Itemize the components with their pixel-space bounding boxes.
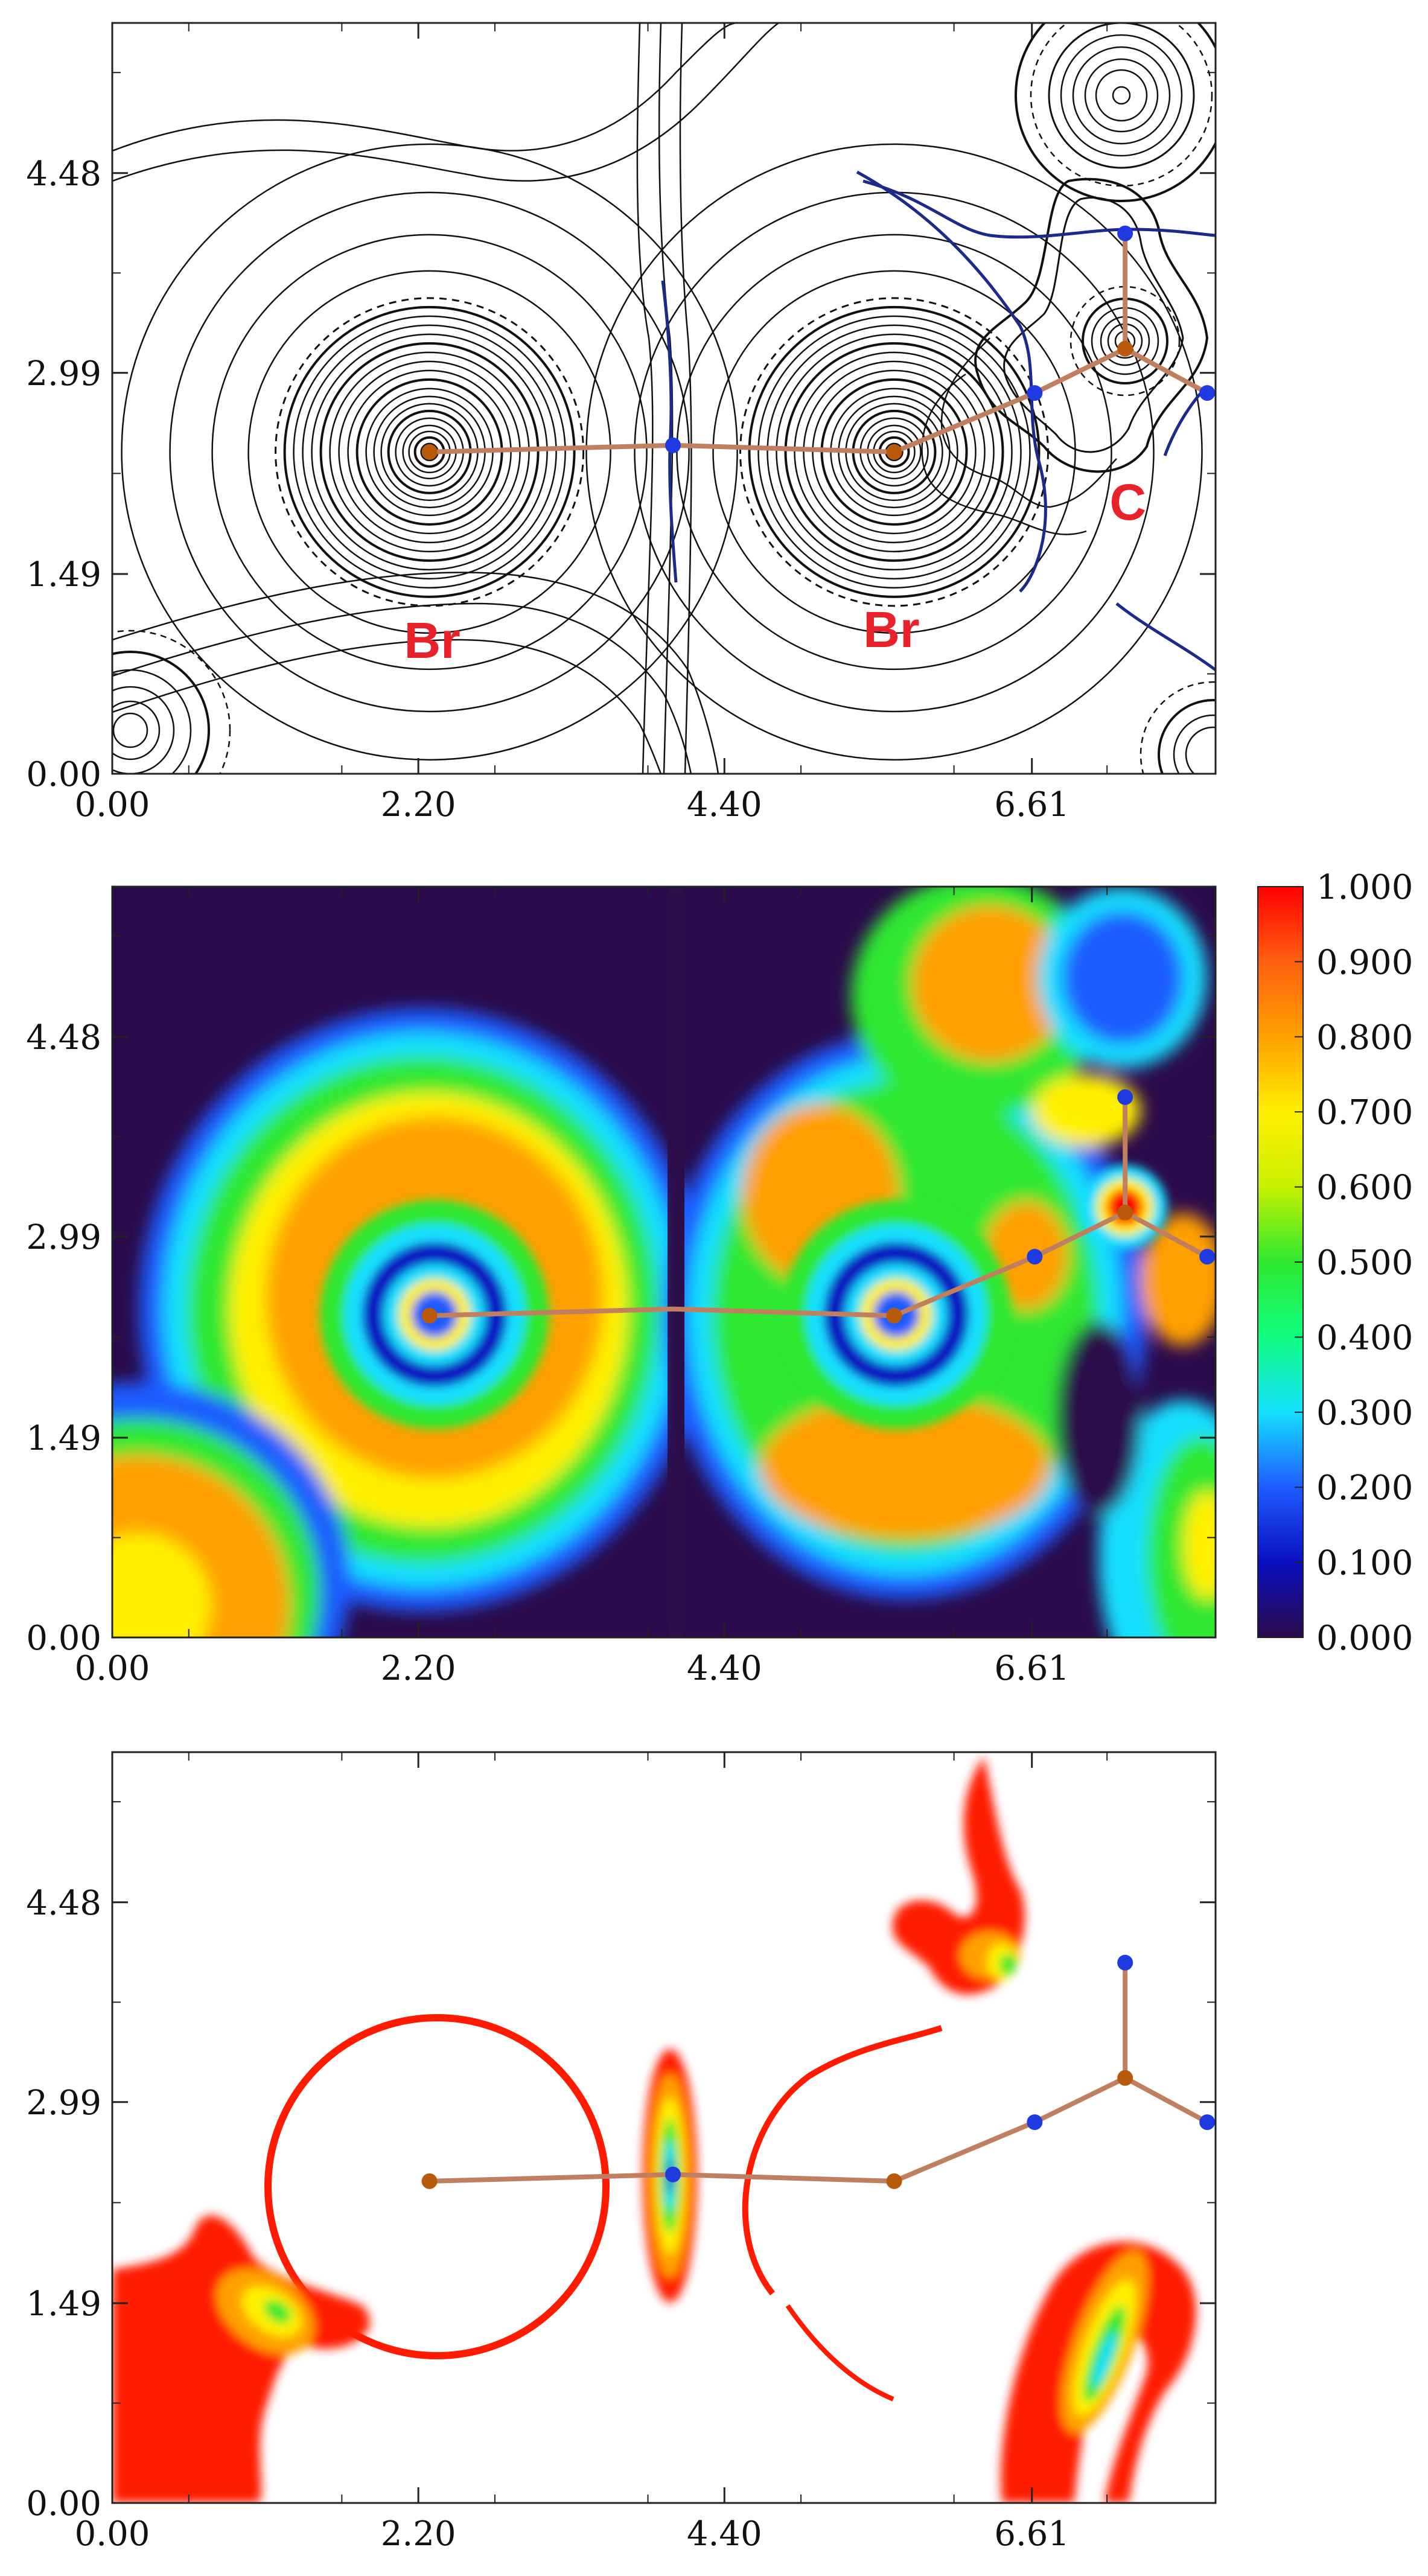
x-tick-label: 0.00 bbox=[75, 785, 150, 824]
contour-line bbox=[319, 342, 540, 562]
colorbar-tick-label: 0.900 bbox=[1316, 943, 1413, 982]
contour-line bbox=[748, 305, 1041, 598]
bond-critical-point bbox=[1027, 1249, 1043, 1265]
contour-line bbox=[211, 234, 648, 671]
contour-line bbox=[803, 360, 986, 544]
bond-critical-point bbox=[1117, 1954, 1133, 1971]
nucleus-marker bbox=[1117, 340, 1133, 357]
nucleus-marker bbox=[886, 1307, 902, 1324]
contour-line bbox=[311, 333, 548, 571]
colorbar-tick-label: 0.400 bbox=[1316, 1318, 1413, 1357]
contour-line bbox=[757, 315, 1031, 589]
colorbar-tick-label: 1.000 bbox=[1316, 868, 1413, 907]
plot-frame bbox=[111, 1751, 1217, 2504]
colorbar-tick-label: 0.700 bbox=[1316, 1093, 1413, 1132]
bond-path bbox=[1123, 346, 1210, 396]
contour-line bbox=[247, 270, 611, 634]
atom-label-br: Br bbox=[863, 601, 919, 658]
y-tick-label: 0.00 bbox=[26, 1619, 101, 1658]
x-tick-label: 0.00 bbox=[75, 2514, 150, 2554]
colorbar-tick-label: 0.200 bbox=[1316, 1468, 1413, 1508]
contour-line bbox=[812, 369, 977, 535]
contour-line bbox=[784, 342, 1004, 562]
nucleus-marker bbox=[421, 2173, 438, 2189]
y-tick-label: 0.00 bbox=[26, 755, 101, 794]
heatmap-panel: 0.00 2.20 4.40 6.610.001.492.994.48 0.0000.… bbox=[26, 868, 1413, 1688]
colorbar-tick-label: 0.000 bbox=[1316, 1619, 1413, 1658]
nucleus-marker bbox=[886, 444, 902, 460]
contour-line bbox=[121, 143, 738, 761]
y-tick-label: 2.99 bbox=[26, 1218, 101, 1257]
bond-critical-point bbox=[1199, 1249, 1216, 1265]
x-tick-label: 0.00 bbox=[75, 1649, 150, 1688]
contour-line bbox=[338, 360, 521, 544]
y-tick-label: 1.49 bbox=[26, 2284, 101, 2324]
nucleus-marker bbox=[421, 444, 438, 460]
colorbar: 0.000 0.100 0.200 0.300 0.400 0.500 0.600 0.700… bbox=[1257, 868, 1413, 1658]
bond-critical-point bbox=[665, 437, 681, 453]
nucleus-marker bbox=[1117, 1204, 1133, 1220]
contour-line bbox=[283, 305, 576, 598]
heatmap-field bbox=[112, 887, 1216, 1637]
plot-frame bbox=[111, 22, 1217, 775]
y-tick-label: 0.00 bbox=[26, 2484, 101, 2523]
y-tick-label: 2.99 bbox=[26, 2083, 101, 2123]
region-field bbox=[112, 1756, 1196, 2503]
y-tick-label: 4.48 bbox=[26, 1018, 101, 1057]
bond-critical-point bbox=[1117, 1089, 1133, 1105]
nucleus-marker bbox=[421, 1307, 438, 1324]
x-tick-label: 4.40 bbox=[687, 2514, 762, 2554]
x-tick-label: 2.20 bbox=[381, 2514, 456, 2554]
bond-path bbox=[1123, 1210, 1210, 1260]
atom-label-c: C bbox=[1109, 474, 1146, 531]
region-panel: 0.00 2.20 4.40 6.61 0.00 1.49 2.99 4.48 bbox=[26, 1751, 1217, 2554]
y-tick-label: 4.48 bbox=[26, 155, 101, 194]
nucleus-marker bbox=[886, 2173, 902, 2189]
x-tick-label: 4.40 bbox=[687, 785, 762, 824]
nucleus-marker bbox=[1117, 2070, 1133, 2086]
contour-line bbox=[776, 333, 1013, 571]
y-tick-label: 4.48 bbox=[26, 1884, 101, 1923]
colorbar-tick-label: 0.600 bbox=[1316, 1168, 1413, 1208]
contour-line bbox=[767, 324, 1022, 580]
contour-panel: 0.00 2.20 4.40 6.61 0.00 1.49 2.99 4.48 Br Br C bbox=[26, 22, 1217, 824]
bond-critical-point bbox=[1027, 2114, 1043, 2131]
bond-critical-point bbox=[1117, 225, 1133, 241]
x-tick-label: 2.20 bbox=[381, 1649, 456, 1688]
bond-critical-point bbox=[1199, 2114, 1216, 2131]
contour-line bbox=[293, 315, 566, 589]
x-tick-label: 4.40 bbox=[687, 1649, 762, 1688]
bond-path bbox=[1123, 2075, 1210, 2125]
colorbar-tick-label: 0.100 bbox=[1316, 1544, 1413, 1583]
contour-line bbox=[329, 351, 530, 553]
y-tick-label: 1.49 bbox=[26, 555, 101, 595]
bond-path bbox=[427, 1306, 897, 1318]
plot-frame bbox=[111, 885, 1217, 1639]
x-tick-label: 6.61 bbox=[994, 1649, 1069, 1688]
bond-critical-point bbox=[665, 2166, 681, 2182]
contour-line bbox=[794, 351, 995, 553]
contour-line bbox=[302, 324, 557, 580]
y-tick-label: 1.49 bbox=[26, 1419, 101, 1458]
colorbar-tick-label: 0.500 bbox=[1316, 1243, 1413, 1283]
x-tick-label: 2.20 bbox=[381, 785, 456, 824]
x-tick-label: 6.61 bbox=[994, 2514, 1069, 2554]
bond-critical-point bbox=[1027, 385, 1043, 401]
contour-line bbox=[169, 191, 690, 713]
y-tick-label: 2.99 bbox=[26, 354, 101, 394]
colorbar-tick-label: 0.800 bbox=[1316, 1018, 1413, 1057]
bond-critical-point bbox=[1199, 385, 1216, 401]
contour-line bbox=[712, 270, 1076, 634]
atom-label-br: Br bbox=[404, 612, 461, 669]
contour-line bbox=[585, 143, 1203, 761]
colorbar-tick-label: 0.300 bbox=[1316, 1394, 1413, 1433]
x-tick-label: 6.61 bbox=[994, 785, 1069, 824]
